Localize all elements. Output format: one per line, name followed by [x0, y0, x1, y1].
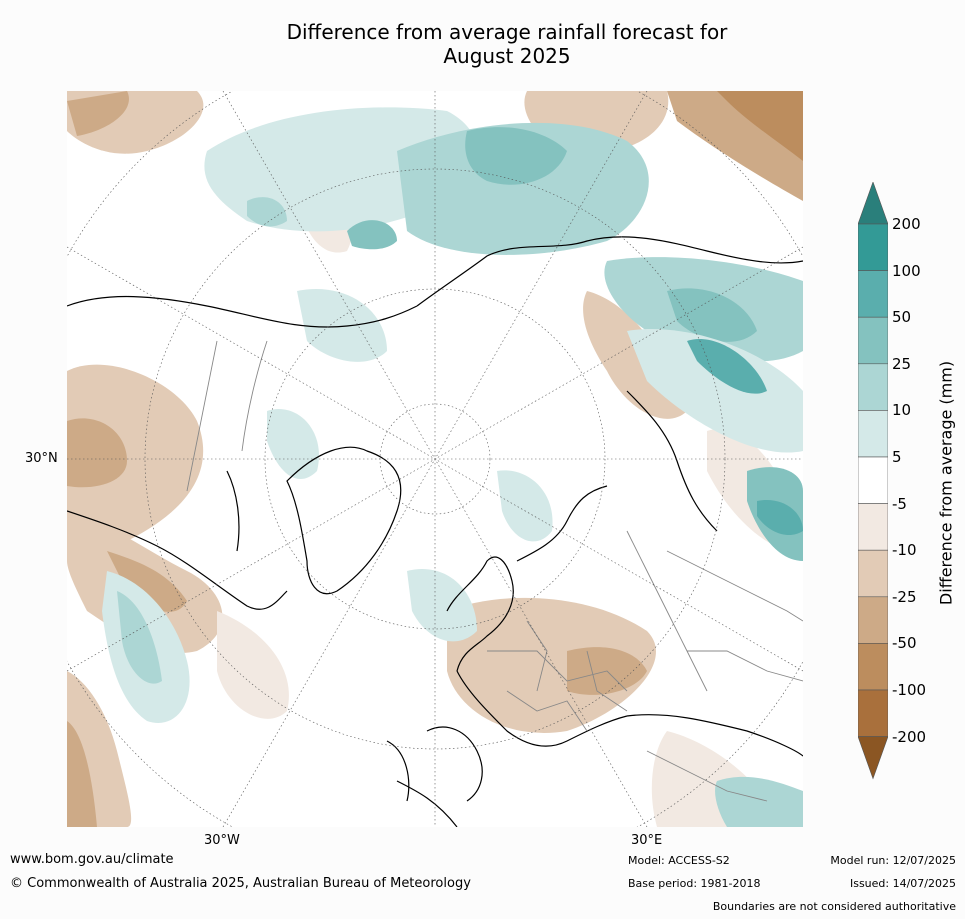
colorbar-title: Difference from average (mm): [936, 360, 956, 606]
colorbar-tick-label: 5: [892, 448, 902, 466]
colorbar-segment: [858, 456, 888, 504]
title-line-2: August 2025: [443, 44, 571, 68]
colorbar-tick-label: 50: [892, 308, 912, 327]
colorbar-segment: [858, 363, 888, 411]
colorbar-tick-label: 100: [892, 261, 921, 280]
colorbar-tick-label: 25: [892, 354, 912, 373]
colorbar-tick-label: -50: [892, 634, 917, 653]
model-run-text: Model run: 12/07/2025: [830, 854, 956, 867]
map-canvas: [67, 91, 803, 827]
colorbar-segment: [858, 689, 888, 737]
colorbar-tick-label: -10: [892, 541, 917, 560]
colorbar-segments: [858, 182, 888, 780]
colorbar-segment: [858, 223, 888, 271]
longitude-label-30e: 30°E: [631, 833, 663, 848]
issued-text: Issued: 14/07/2025: [849, 877, 956, 890]
colorbar-segment: [858, 549, 888, 598]
rainfall-anomaly-map: [67, 91, 803, 827]
copyright-text: © Commonwealth of Australia 2025, Austra…: [10, 876, 471, 891]
colorbar-segment: [858, 410, 888, 458]
colorbar-tick-label: -5: [892, 494, 907, 513]
colorbar-extend-bottom: [858, 736, 888, 780]
longitude-label-30w: 30°W: [204, 833, 240, 848]
wet-anomaly-regions: [102, 107, 803, 827]
coastlines: [67, 236, 803, 827]
colorbar-extend-top: [858, 182, 888, 225]
website-link[interactable]: www.bom.gov.au/climate: [10, 852, 174, 867]
graticule: [67, 91, 803, 827]
disclaimer-text: Boundaries are not considered authoritat…: [712, 900, 956, 913]
chart-title: Difference from average rainfall forecas…: [0, 20, 965, 68]
colorbar: [858, 182, 888, 780]
colorbar-segment: [858, 270, 888, 318]
base-period-text: Base period: 1981-2018: [628, 877, 761, 890]
colorbar-tick-label: -100: [892, 681, 927, 699]
colorbar-tick-label: -200: [892, 727, 927, 746]
latitude-label-30n: 30°N: [25, 451, 58, 466]
colorbar-segment: [858, 596, 888, 644]
colorbar-tick-label: 10: [892, 401, 912, 420]
title-line-1: Difference from average rainfall forecas…: [286, 20, 728, 44]
colorbar-segment: [858, 316, 888, 365]
colorbar-segment: [858, 643, 888, 691]
model-text: Model: ACCESS-S2: [628, 854, 730, 867]
country-borders: [186, 340, 803, 802]
colorbar-tick-label: 200: [892, 215, 921, 233]
colorbar-tick-label: -25: [892, 587, 917, 606]
colorbar-segment: [858, 503, 888, 551]
